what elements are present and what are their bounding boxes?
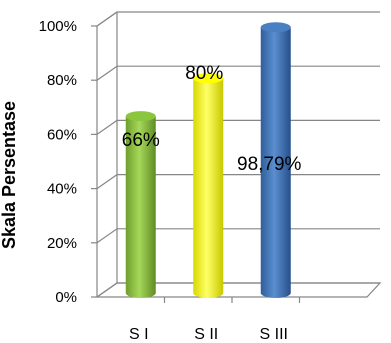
data-label: 66% [122,130,160,151]
gridline [97,66,380,80]
data-label: 80% [185,63,223,84]
x-category-labels: S I S II S III [129,326,288,343]
x-category-label: S III [260,326,288,343]
bar-2 [193,73,223,298]
y-tick-label: 60% [47,126,77,143]
y-tick-label: 100% [39,18,77,35]
bar-body [193,78,223,298]
y-tick-label: 80% [47,72,77,89]
gridline [97,12,380,26]
y-tick-label: 40% [47,181,77,198]
y-axis-line [97,12,117,297]
y-axis-title: Skala Persentase [0,101,19,249]
bar-top [261,22,291,32]
data-label: 98,79% [237,154,302,175]
x-category-label: S I [129,326,149,343]
y-tick-label: 20% [47,235,77,252]
y-tick-label: 0% [55,289,77,306]
x-category-label: S II [194,326,218,343]
y-tick-labels: 0% 20% 40% 60% 80% 100% [39,18,77,306]
bar-top [126,111,156,121]
